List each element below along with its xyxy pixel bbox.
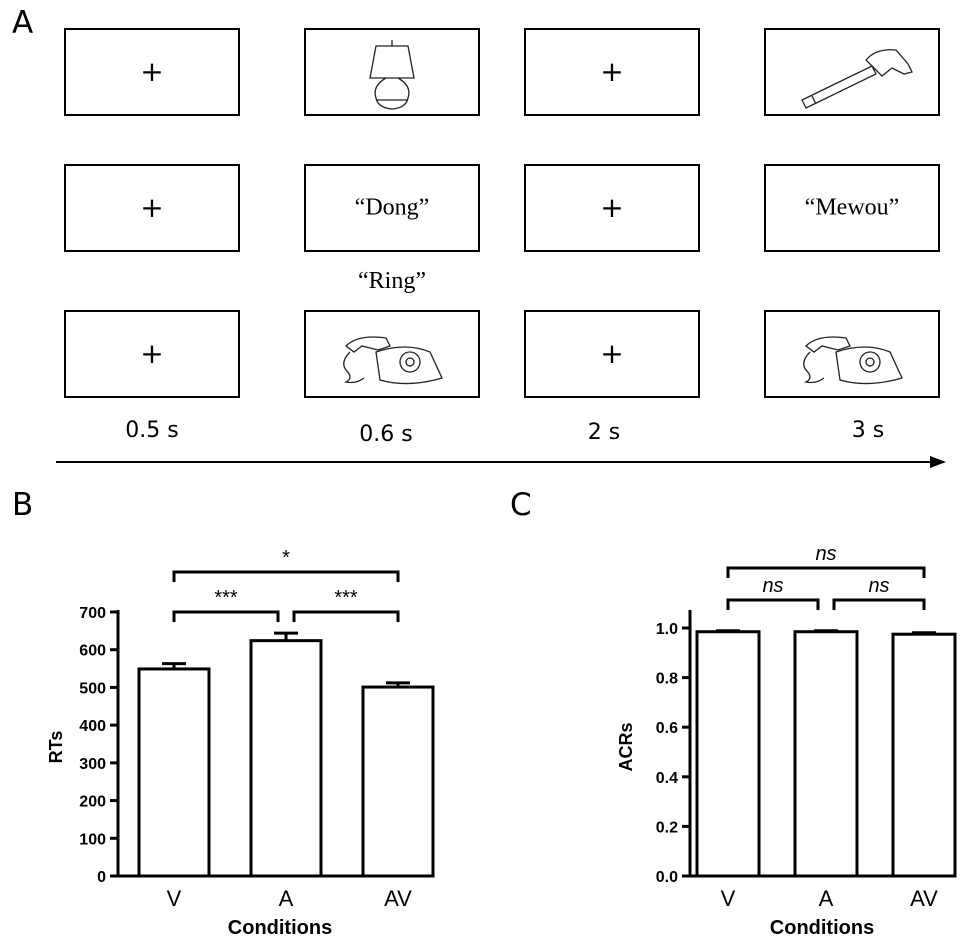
bar-a	[249, 639, 323, 878]
significance-bracket	[172, 570, 400, 582]
y-tick-label: 0.6	[656, 720, 678, 737]
lamp-picture	[369, 40, 415, 110]
y-tick-label: 500	[79, 680, 106, 697]
duration-label: 2 s	[587, 420, 621, 445]
significance-label: *	[282, 547, 290, 569]
duration-label: 0.5 s	[125, 418, 179, 443]
fixation-cross: +	[600, 55, 624, 88]
bar-v	[695, 630, 761, 878]
auditory-stimulus-box: “Dong”	[304, 164, 480, 252]
x-tick-label: V	[167, 886, 182, 911]
fixation-box: +	[524, 310, 700, 398]
hammer-picture	[801, 49, 913, 109]
y-tick-label: 0.4	[656, 770, 678, 787]
sound-word-ring: “Ring”	[358, 268, 426, 294]
fixation-cross: +	[140, 337, 164, 370]
bar-av	[361, 685, 435, 878]
x-tick-label: V	[721, 886, 736, 911]
fixation-box: +	[524, 164, 700, 252]
panel-label-a: A	[12, 5, 34, 41]
lamp-box	[304, 28, 480, 116]
panel-label-b: B	[12, 487, 34, 523]
fixation-cross: +	[140, 55, 164, 88]
x-tick-label: AV	[910, 886, 938, 911]
x-tick-label: A	[279, 886, 294, 911]
fixation-box: +	[64, 164, 240, 252]
y-tick-label: 100	[79, 831, 106, 848]
y-tick-label: 0	[97, 869, 106, 886]
y-tick-label: 400	[79, 718, 106, 735]
significance-label: ns	[868, 575, 889, 597]
fixation-cross: +	[140, 191, 164, 224]
significance-bracket	[726, 566, 926, 578]
x-axis-label: Conditions	[770, 917, 874, 936]
y-axis-label: RTs	[46, 731, 66, 764]
y-tick-label: 200	[79, 794, 106, 811]
x-tick-label: AV	[384, 886, 412, 911]
significance-label: ns	[762, 575, 783, 597]
fixation-box: +	[64, 28, 240, 116]
telephone-box	[764, 310, 940, 398]
x-axis-label: Conditions	[228, 917, 332, 936]
duration-label: 0.6 s	[359, 422, 413, 447]
y-tick-label: 300	[79, 756, 106, 773]
telephone-picture	[803, 336, 903, 385]
panel-label-c: C	[510, 487, 532, 523]
significance-bracket	[172, 610, 280, 622]
fixation-box: +	[524, 28, 700, 116]
significance-bracket	[726, 598, 820, 610]
y-tick-label: 0.2	[656, 819, 678, 836]
sound-word-mewou: “Mewou”	[804, 194, 900, 221]
fixation-box: +	[64, 310, 240, 398]
y-tick-label: 1.0	[656, 621, 678, 638]
y-tick-label: 600	[79, 643, 106, 660]
bar-v	[137, 667, 211, 878]
telephone-box	[304, 310, 480, 398]
bar-a	[793, 630, 859, 878]
sound-word-dong: “Dong”	[354, 194, 430, 221]
fixation-cross: +	[600, 337, 624, 370]
bar-av	[891, 632, 957, 878]
significance-label: ***	[334, 587, 358, 609]
auditory-probe-box: “Mewou”	[764, 164, 940, 252]
telephone-picture	[343, 336, 443, 385]
y-tick-label: 700	[79, 605, 106, 622]
duration-label: 3 s	[851, 418, 885, 443]
significance-bracket	[292, 610, 400, 622]
significance-bracket	[832, 598, 926, 610]
significance-label: ns	[815, 543, 836, 565]
y-tick-label: 0.8	[656, 671, 678, 688]
fixation-cross: +	[600, 191, 624, 224]
x-tick-label: A	[819, 886, 834, 911]
significance-label: ***	[214, 587, 238, 609]
time-arrow	[56, 456, 946, 468]
chart-acr: 0.0 0.2 0.4 0.6 0.8 1.0 V A AV ns ns ns ACRs Condit…	[616, 543, 957, 936]
y-tick-label: 0.0	[656, 869, 678, 886]
hammer-box	[764, 28, 940, 116]
y-axis-label: ACRs	[616, 722, 636, 771]
